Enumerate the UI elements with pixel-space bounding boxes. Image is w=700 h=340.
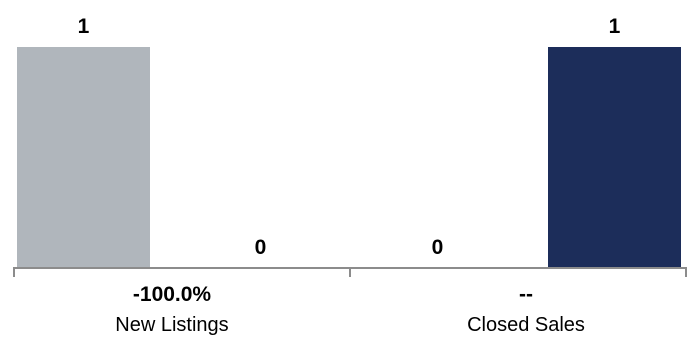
data-label-2-1: 0 (432, 236, 444, 259)
category-change-1: -100.0% (133, 283, 212, 306)
data-label-2-2: 1 (609, 15, 621, 38)
bar-2-2 (548, 47, 681, 268)
data-label-1-2: 0 (255, 236, 267, 259)
bar-1-1 (17, 47, 150, 268)
bars-layer (17, 47, 681, 268)
category-label-1: New Listings (115, 314, 228, 335)
data-label-1-1: 1 (78, 15, 90, 38)
category-label-2: Closed Sales (467, 314, 585, 335)
data-labels-layer: 1 0 0 1 (78, 15, 621, 259)
category-change-2: -- (519, 283, 533, 306)
x-axis (13, 267, 687, 277)
category-labels-layer: -100.0% New Listings -- Closed Sales (115, 283, 585, 336)
